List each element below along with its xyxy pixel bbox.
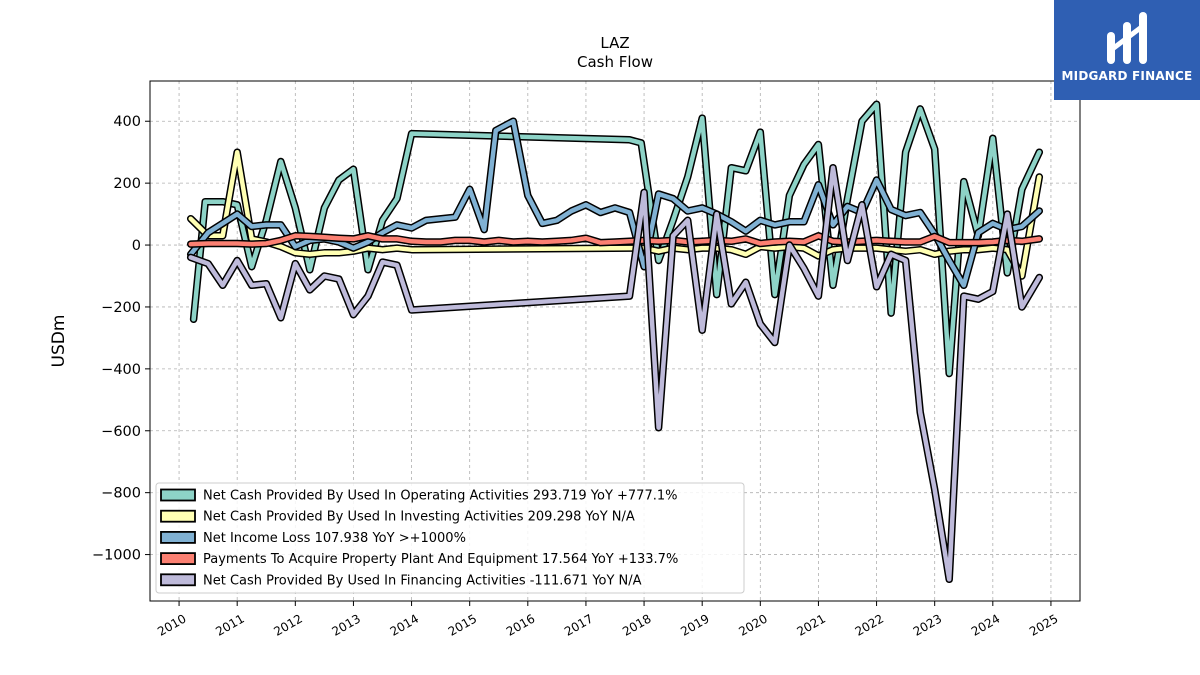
x-axis: 2010 2011 2012 2013 2014 2015 2016 2017 2018 2019…: [155, 601, 1060, 639]
x-tick-label: 2013: [329, 611, 362, 638]
x-tick-label: 2011: [213, 611, 246, 638]
legend-swatch-2: [160, 531, 196, 544]
y-tick-label: −800: [101, 486, 141, 502]
legend-swatch-3: [160, 552, 196, 565]
legend-swatch-4: [160, 573, 196, 587]
series-line-2: [188, 118, 1042, 288]
brand-logo: MIDGARD FINANCE: [1054, 0, 1200, 100]
legend-swatch-0: [160, 488, 196, 502]
y-tick-label: −600: [101, 424, 141, 440]
x-tick-label: 2023: [911, 611, 944, 638]
x-tick-label: 2025: [1027, 611, 1060, 638]
legend: Net Cash Provided By Used In Operating A…: [155, 482, 745, 594]
x-tick-label: 2020: [736, 611, 769, 638]
x-tick-label: 2016: [504, 611, 537, 638]
y-axis-label: USDm: [49, 315, 69, 368]
y-tick-label: −200: [101, 300, 141, 316]
x-tick-label: 2015: [446, 611, 479, 638]
legend-label-2: Net Income Loss 107.938 YoY >+1000%: [203, 531, 466, 546]
series-lines: [186, 100, 1044, 584]
legend-label-4: Net Cash Provided By Used In Financing A…: [203, 573, 642, 588]
x-tick-label: 2022: [853, 611, 886, 638]
x-tick-label: 2012: [271, 611, 304, 638]
legend-swatch-1: [160, 509, 196, 523]
series-line-4: [188, 165, 1042, 582]
y-tick-label: 400: [113, 114, 141, 130]
x-tick-label: 2024: [969, 611, 1002, 638]
legend-label-1: Net Cash Provided By Used In Investing A…: [203, 510, 635, 525]
series-line-1: [188, 149, 1042, 279]
brand-mark-icon: [1107, 12, 1147, 64]
x-tick-label: 2010: [155, 611, 188, 638]
y-axis: 400 200 0 −200 −400 −600 −800 −1000: [92, 114, 150, 564]
series-outline-2: [186, 117, 1044, 290]
y-tick-label: −1000: [92, 548, 141, 564]
x-tick-label: 2014: [388, 611, 421, 638]
legend-label-3: Payments To Acquire Property Plant And E…: [203, 552, 678, 567]
plot-frame: [149, 80, 1081, 602]
x-tick-label: 2021: [794, 611, 827, 638]
y-tick-label: 200: [113, 176, 141, 192]
x-tick-label: 2019: [678, 611, 711, 638]
x-tick-label: 2017: [562, 611, 595, 638]
chart-title: LAZ: [600, 34, 629, 52]
brand-name: MIDGARD FINANCE: [1061, 69, 1193, 83]
series-line-0: [191, 101, 1042, 376]
legend-box: [155, 482, 745, 594]
y-tick-label: 0: [132, 238, 141, 254]
series-line-3: [188, 233, 1042, 247]
x-tick-label: 2018: [620, 611, 653, 638]
y-tick-label: −400: [101, 362, 141, 378]
legend-label-0: Net Cash Provided By Used In Operating A…: [203, 489, 677, 504]
chart-subtitle: Cash Flow: [577, 53, 653, 71]
